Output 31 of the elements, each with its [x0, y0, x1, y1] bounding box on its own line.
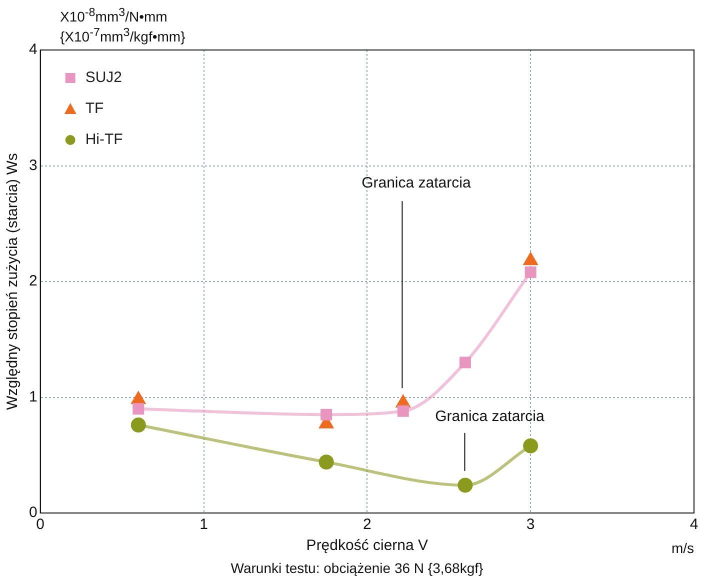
x-axis-title: Prędkość cierna V: [306, 537, 428, 554]
point: [132, 403, 144, 415]
point: [524, 266, 536, 278]
point: [130, 418, 146, 433]
legend-label: TF: [85, 100, 104, 118]
point: [318, 454, 334, 470]
y-tick-label: 2: [29, 272, 38, 290]
legend-label: Hi-TF: [85, 131, 123, 148]
x-tick-label: 2: [363, 516, 372, 534]
point: [459, 356, 471, 368]
point: [397, 405, 409, 417]
x-tick-label: 3: [526, 516, 535, 534]
x-tick-label: 4: [690, 516, 698, 534]
point: [523, 438, 538, 454]
text: m/s: [671, 540, 694, 556]
legend-label: SUJ2: [85, 69, 122, 86]
point: [132, 392, 146, 404]
annotation: Granica zatarcia: [435, 408, 545, 426]
point: [458, 478, 473, 493]
annotation: Granica zatarcia: [362, 174, 472, 192]
y-tick-label: 0: [29, 504, 38, 522]
x-tick-label: 1: [200, 516, 208, 534]
y-axis-title: Względny stopień zużycia (starcia) Ws: [4, 153, 22, 410]
point: [320, 408, 332, 420]
text: {X10$^{-7}$mm$^{3}$/kgf•mm}: [60, 26, 186, 45]
text: X10$^{-8}$mm$^{3}$/N•mm: [60, 6, 168, 25]
y-tick-label: 4: [29, 41, 38, 58]
point: [524, 253, 538, 266]
text: Warunki testu: obciążenie 36 N {3,68kgf}: [230, 560, 484, 576]
y-tick-label: 3: [29, 156, 38, 174]
y-tick-label: 1: [29, 388, 38, 406]
